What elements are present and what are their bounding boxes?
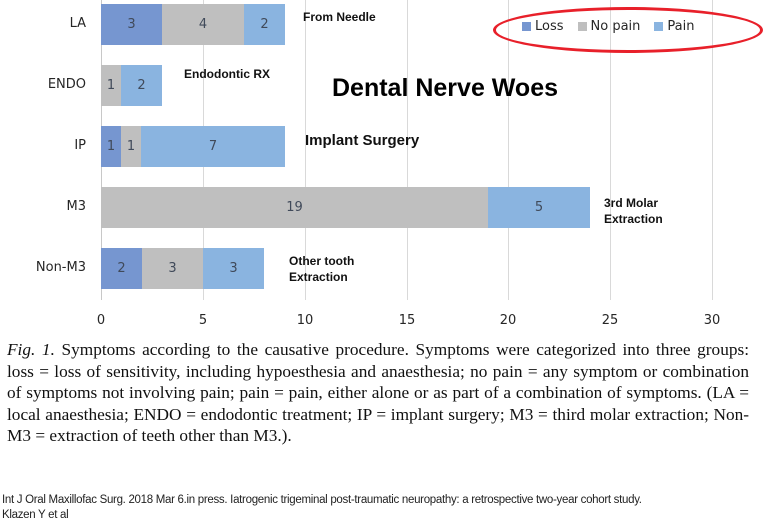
stacked-bar-chart: LA ENDO IP M3 Non-M3 3 4 2 1 2 1 1 7 19 …	[35, 0, 763, 328]
legend-item-pain: Pain	[654, 19, 694, 34]
gridline-25	[610, 0, 611, 300]
bar-ip: 1 1 7	[101, 126, 285, 167]
bar-endo: 1 2	[101, 65, 162, 106]
segment-pain: 7	[141, 126, 285, 167]
legend-swatch-no-pain	[577, 22, 587, 31]
segment-no-pain: 3	[142, 248, 203, 289]
legend-highlight-ellipse	[493, 7, 763, 53]
citation: Int J Oral Maxillofac Surg. 2018 Mar 6.i…	[2, 493, 768, 523]
category-label-m3: M3	[66, 199, 87, 214]
annotation-m3: 3rd Molar Extraction	[604, 195, 663, 227]
annotation-m3-line1: 3rd Molar	[604, 196, 659, 210]
x-tick-25: 25	[601, 313, 619, 328]
category-label-endo: ENDO	[47, 77, 86, 92]
x-tick-30: 30	[703, 313, 721, 328]
segment-pain: 2	[244, 4, 285, 45]
caption-text: Symptoms according to the causative proc…	[7, 340, 750, 445]
x-tick-10: 10	[296, 313, 314, 328]
category-label-la: LA	[69, 16, 86, 31]
segment-no-pain: 1	[101, 65, 121, 106]
x-tick-5: 5	[198, 313, 208, 328]
gridline-20	[508, 0, 509, 300]
chart-title: Dental Nerve Woes	[332, 74, 559, 102]
annotation-nonm3-line1: Other tooth	[289, 254, 355, 268]
legend: Loss No pain Pain	[522, 19, 694, 34]
legend-item-loss: Loss	[522, 19, 564, 34]
segment-no-pain: 4	[162, 4, 244, 45]
annotation-nonm3-line2: Extraction	[289, 270, 348, 284]
x-tick-20: 20	[499, 313, 517, 328]
figure-caption: Fig. 1. Symptoms according to the causat…	[7, 339, 749, 447]
x-tick-15: 15	[398, 313, 416, 328]
citation-line1: Int J Oral Maxillofac Surg. 2018 Mar 6.i…	[2, 494, 642, 506]
legend-item-no-pain: No pain	[577, 19, 641, 34]
segment-no-pain: 19	[101, 187, 488, 228]
citation-line2: Klazen Y et al	[2, 509, 69, 521]
annotation-ip: Implant Surgery	[305, 132, 420, 149]
segment-pain: 5	[488, 187, 590, 228]
x-tick-0: 0	[96, 313, 106, 328]
gridline-15	[407, 0, 408, 300]
figure-label: Fig. 1.	[7, 340, 55, 359]
segment-loss: 3	[101, 4, 162, 45]
segment-loss: 2	[101, 248, 142, 289]
gridline-30	[712, 0, 713, 300]
legend-label-no-pain: No pain	[590, 19, 641, 34]
gridline-10	[305, 0, 306, 300]
category-label-ip: IP	[74, 138, 86, 153]
legend-label-pain: Pain	[667, 19, 695, 34]
legend-swatch-loss	[522, 22, 531, 31]
segment-loss: 1	[101, 126, 121, 167]
segment-pain: 3	[203, 248, 264, 289]
legend-swatch-pain	[654, 22, 664, 31]
segment-no-pain: 1	[121, 126, 141, 167]
legend-label-loss: Loss	[535, 19, 564, 34]
annotation-nonm3: Other tooth Extraction	[289, 253, 354, 285]
annotation-endo: Endodontic RX	[184, 67, 270, 81]
bar-nonm3: 2 3 3	[101, 248, 264, 289]
annotation-m3-line2: Extraction	[604, 212, 663, 226]
annotation-la: From Needle	[303, 10, 376, 24]
segment-pain: 2	[121, 65, 162, 106]
bar-m3: 19 5	[101, 187, 590, 228]
bar-la: 3 4 2	[101, 4, 285, 45]
category-label-nonm3: Non-M3	[35, 260, 86, 275]
